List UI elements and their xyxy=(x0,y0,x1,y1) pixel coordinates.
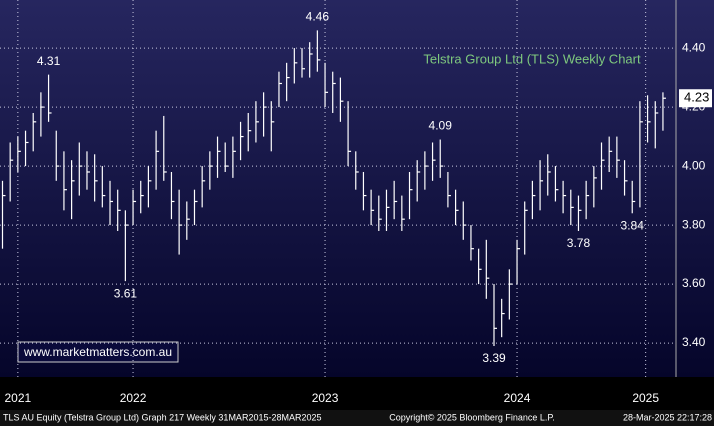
annotation: 4.46 xyxy=(306,10,330,24)
annotation: 3.84 xyxy=(621,218,645,232)
x-tick-label: 2023 xyxy=(312,391,339,405)
last-price-box xyxy=(679,89,712,108)
x-tick-label: 2025 xyxy=(632,391,659,405)
footer-date: 28-Mar-2025 22:17:28 xyxy=(623,412,712,422)
y-tick-label: 3.60 xyxy=(682,276,706,290)
x-tick-label: 2024 xyxy=(504,391,531,405)
watermark: www.marketmatters.com.au xyxy=(23,345,172,359)
footer-left: TLS AU Equity (Telstra Group Ltd) Graph … xyxy=(3,412,322,422)
y-tick-label: 3.40 xyxy=(682,335,706,349)
footer-copyright: Copyright© 2025 Bloomberg Finance L.P. xyxy=(389,412,555,422)
y-tick-label: 4.00 xyxy=(682,158,706,172)
annotation: 4.31 xyxy=(37,54,61,68)
y-tick-label: 4.40 xyxy=(682,40,706,54)
annotation: 3.39 xyxy=(482,351,506,365)
annotation: 3.78 xyxy=(567,236,591,250)
footer-band xyxy=(0,410,714,426)
x-axis-band xyxy=(0,377,714,410)
chart-title: Telstra Group Ltd (TLS) Weekly Chart xyxy=(423,51,641,66)
annotation: 3.61 xyxy=(114,286,138,300)
plot-background xyxy=(0,0,714,377)
y-tick-label: 3.80 xyxy=(682,217,706,231)
x-tick-label: 2022 xyxy=(120,391,147,405)
x-tick-label: 2021 xyxy=(5,391,32,405)
last-price-label: 4.23 xyxy=(684,90,709,105)
annotation: 4.09 xyxy=(429,119,453,133)
